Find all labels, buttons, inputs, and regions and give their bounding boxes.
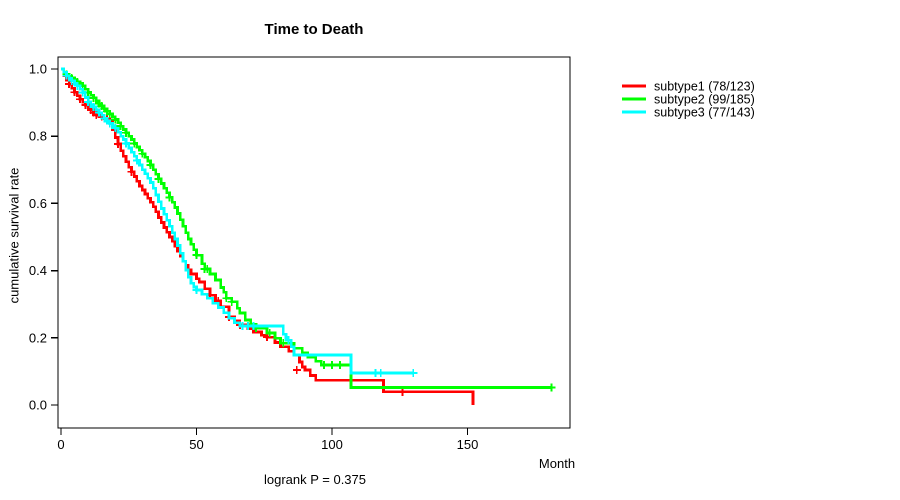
survival-curve-subtype3 [61, 67, 414, 375]
plot-box [57, 56, 571, 429]
y-tick-label: 0.4 [29, 263, 47, 278]
survival-curve-subtype2 [61, 67, 552, 389]
survival-curve-subtype1 [61, 67, 475, 405]
x-tick-label: 50 [189, 437, 203, 452]
legend: subtype1 (78/123)subtype2 (99/185)subtyp… [622, 79, 755, 119]
y-tick-label: 1.0 [29, 62, 47, 77]
legend-label-subtype1: subtype1 (78/123) [654, 79, 755, 93]
x-tick-label: 150 [457, 437, 479, 452]
x-tick-label: 100 [321, 437, 343, 452]
legend-label-subtype2: subtype2 (99/185) [654, 92, 755, 106]
y-tick-label: 0.0 [29, 398, 47, 413]
logrank-annotation: logrank P = 0.375 [263, 472, 367, 487]
legend-label-subtype3: subtype3 (77/143) [654, 105, 755, 119]
y-axis: 0.0 0.2 0.4 0.6 0.8 1.0 [29, 62, 58, 413]
censor-marks-subtype2 [62, 70, 556, 392]
y-tick-label: 0.2 [29, 330, 47, 345]
x-axis: 0 50 100 150 [57, 428, 478, 452]
censor-marks-subtype3 [62, 71, 418, 378]
y-tick-label: 0.8 [29, 129, 47, 144]
x-axis-label: Month [538, 456, 576, 471]
x-tick-label: 0 [57, 437, 64, 452]
chart-title: Time to Death [264, 21, 364, 38]
y-tick-label: 0.6 [29, 196, 47, 211]
